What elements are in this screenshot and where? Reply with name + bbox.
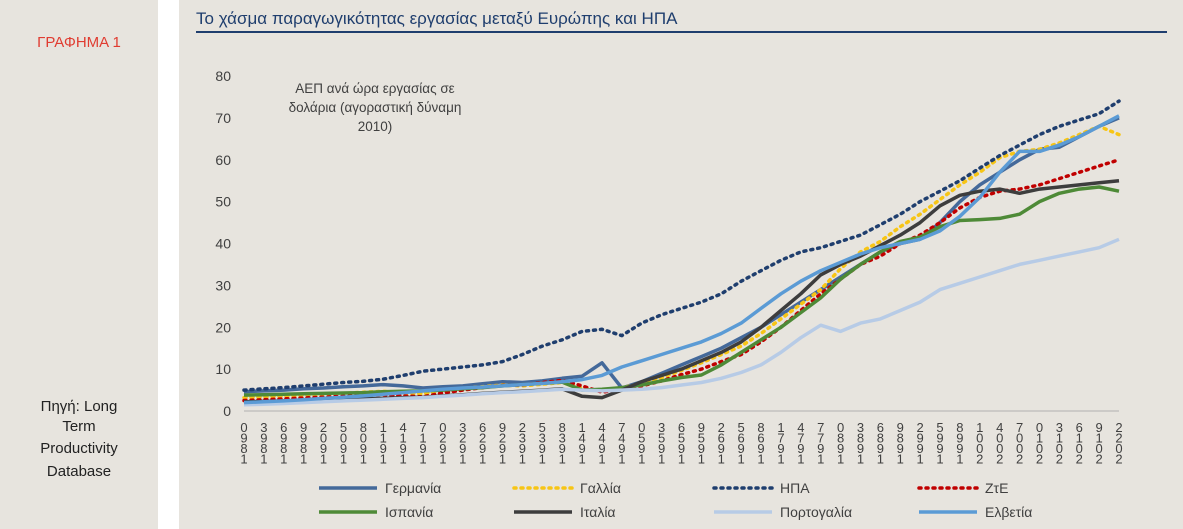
series-line [243, 178, 1120, 404]
source-line-4: Database [46, 463, 112, 480]
legend-label: Ισπανία [385, 504, 433, 520]
series-line [243, 114, 1120, 405]
source-line-2: Term [62, 418, 96, 435]
legend-label: Πορτογαλία [780, 504, 852, 520]
source-line-1: Πηγή: Long [40, 398, 118, 415]
y-tick-label: 70 [215, 110, 231, 126]
legend: Γερμανία Γαλλία ΗΠΑ ΖτΕ Ισπανία Ιταλία Πορτογα… [319, 480, 1032, 520]
series-line [242, 124, 1121, 400]
y-tick-label: 0 [223, 403, 231, 419]
series-line [243, 116, 1120, 394]
y-axis: 0 10 20 30 40 50 60 70 80 [215, 68, 231, 419]
series-line [242, 99, 1121, 392]
series-line [243, 185, 1120, 397]
legend-label: ΖτΕ [985, 480, 1008, 496]
legend-label: Ελβετία [985, 504, 1032, 520]
y-tick-label: 80 [215, 68, 231, 84]
y-tick-label: 20 [215, 319, 231, 335]
y-tick-label: 40 [215, 236, 231, 252]
chart-title: Το χάσμα παραγωγικότητας εργασίας μεταξύ… [196, 9, 678, 28]
x-axis: 0 9 8 1 3 9 8 1 6 9 8 1 9 9 8 1 2 0 9 1 5 0 9 1 8 0 9 1 1 1 9 1 4 1 9 1 7 1 9 1… [240, 410, 1123, 467]
y-tick-label: 50 [215, 194, 231, 210]
y-tick-label: 30 [215, 277, 231, 293]
chart-panel: Το χάσμα παραγωγικότητας εργασίας μεταξύ… [179, 0, 1183, 529]
source-line-3: Productivity [40, 440, 118, 457]
line-chart: Το χάσμα παραγωγικότητας εργασίας μεταξύ… [196, 9, 1167, 520]
series-line [243, 237, 1120, 407]
y-tick-label: 60 [215, 152, 231, 168]
legend-label: ΗΠΑ [780, 480, 810, 496]
annotation-line-1: ΑΕΠ ανά ώρα εργασίας σε [295, 81, 454, 96]
figure-label: ΓΡΑΦΗΜΑ 1 [37, 34, 121, 51]
annotation-line-3: 2010) [358, 119, 393, 134]
sidebar: ΓΡΑΦΗΜΑ 1 Πηγή: Long Term Productivity D… [0, 0, 158, 529]
legend-label: Ιταλία [580, 504, 616, 520]
annotation-line-2: δολάρια (αγοραστική δύναμη [289, 100, 462, 115]
legend-label: Γαλλία [580, 480, 621, 496]
plot-area [242, 99, 1121, 407]
y-tick-label: 10 [215, 361, 231, 377]
legend-label: Γερμανία [385, 480, 441, 496]
